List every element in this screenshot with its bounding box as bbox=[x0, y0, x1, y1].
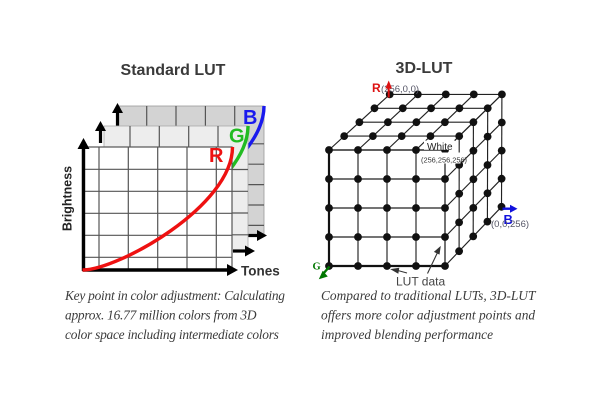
svg-text:R: R bbox=[209, 145, 224, 167]
svg-text:(256,256,256): (256,256,256) bbox=[421, 155, 467, 164]
svg-text:(256,0,0): (256,0,0) bbox=[381, 84, 419, 95]
svg-text:Compared to traditional LUTs,: Compared to traditional LUTs, 3D-LUT offe… bbox=[321, 288, 537, 342]
svg-text:White: White bbox=[427, 142, 453, 153]
svg-text:Standard LUT: Standard LUT bbox=[121, 62, 226, 79]
svg-text:(0,0,256): (0,0,256) bbox=[491, 219, 529, 230]
svg-text:Brightness: Brightness bbox=[61, 166, 75, 231]
svg-text:LUT data: LUT data bbox=[396, 275, 445, 289]
svg-text:3D-LUT: 3D-LUT bbox=[396, 60, 453, 77]
svg-text:G: G bbox=[229, 126, 245, 148]
svg-text:G: G bbox=[313, 262, 321, 273]
svg-text:Key point in color adjustment:: Key point in color adjustment: Calculati… bbox=[64, 288, 285, 342]
svg-text:B: B bbox=[504, 212, 513, 227]
svg-text:R: R bbox=[372, 81, 381, 95]
svg-text:Tones: Tones bbox=[241, 264, 280, 279]
svg-text:B: B bbox=[243, 107, 257, 129]
